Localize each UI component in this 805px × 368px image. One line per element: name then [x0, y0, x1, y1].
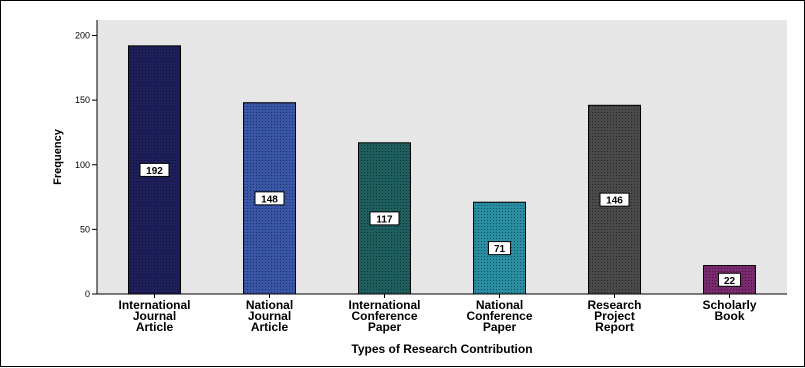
y-axis: 0 50 100 150 200	[75, 31, 97, 299]
data-label-box	[718, 272, 741, 287]
data-label: 192	[146, 166, 163, 177]
data-label: 117	[376, 214, 393, 225]
data-label-box	[599, 192, 630, 207]
data-label-box	[139, 162, 170, 177]
x-axis-title: Types of Research Contribution	[351, 342, 532, 356]
bars: 192 148 117 71 146 22	[128, 45, 756, 295]
data-label-box	[488, 241, 511, 256]
y-tick-label: 150	[75, 95, 90, 105]
data-label: 22	[724, 276, 736, 287]
data-label: 148	[261, 194, 278, 205]
x-tick-label: National Journal Article	[246, 298, 293, 334]
x-tick-label: Research Project Report	[587, 298, 641, 334]
x-axis-labels: International Journal Article National Journ…	[118, 294, 757, 334]
data-label-box	[254, 191, 285, 206]
data-label: 71	[494, 244, 506, 255]
data-label-box	[369, 211, 400, 226]
plot-area	[97, 20, 787, 294]
x-tick-label: International Conference Paper	[348, 298, 420, 334]
x-tick-label: Scholarly Book	[702, 298, 756, 323]
y-axis-title: Frequency	[52, 128, 64, 185]
y-tick-label: 100	[75, 160, 90, 170]
y-tick-label: 200	[75, 31, 90, 41]
y-tick-label: 50	[80, 224, 90, 234]
data-label: 146	[606, 196, 623, 207]
y-tick-label: 0	[85, 289, 90, 299]
x-tick-label: International Journal Article	[118, 298, 190, 334]
x-tick-label: National Conference Paper	[466, 298, 532, 334]
